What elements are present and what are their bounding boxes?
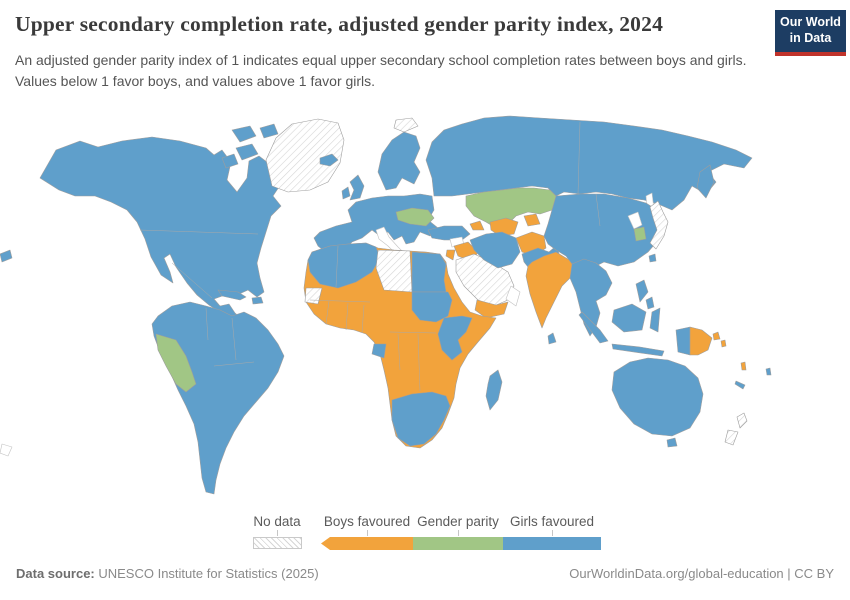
region-vanuatu[interactable] [740, 361, 747, 371]
legend-segment-girls-favoured[interactable] [503, 537, 601, 550]
region-scandinavia[interactable] [377, 131, 421, 191]
region-papua-new-guinea[interactable] [689, 326, 713, 356]
region-western-sahara[interactable] [304, 287, 323, 305]
region-sudan[interactable] [411, 291, 453, 323]
region-kamchatka[interactable] [696, 164, 715, 199]
region-jordan[interactable] [445, 249, 456, 261]
world-map[interactable] [0, 110, 850, 512]
legend-no-data-swatch[interactable] [253, 537, 302, 549]
region-china-mongolia[interactable] [543, 193, 667, 269]
region-maghreb[interactable] [307, 242, 381, 289]
region-philippines-south[interactable] [645, 296, 655, 310]
region-new-zealand-north[interactable] [736, 412, 748, 429]
region-sulawesi[interactable] [649, 307, 661, 333]
region-egypt[interactable] [411, 251, 447, 293]
legend-tick-parity [458, 530, 459, 536]
region-solomon-islands-2[interactable] [720, 339, 727, 348]
region-ethiopia-kenya[interactable] [437, 315, 473, 361]
country-borders [139, 121, 601, 392]
region-hungary-romania[interactable] [395, 207, 435, 227]
region-turkey[interactable] [427, 225, 471, 241]
region-solomon-islands-1[interactable] [712, 331, 721, 341]
owid-link[interactable]: OurWorldinData.org/global-education | CC… [569, 566, 834, 581]
region-north-america[interactable] [39, 136, 282, 338]
data-source-note: Data source: UNESCO Institute for Statis… [16, 566, 319, 581]
region-libya[interactable] [375, 249, 413, 293]
region-new-caledonia[interactable] [734, 380, 746, 390]
region-turkmenistan[interactable] [489, 217, 519, 237]
legend-tick-boys [367, 530, 368, 536]
region-cuba[interactable] [217, 289, 247, 301]
region-united-kingdom[interactable] [349, 174, 365, 201]
region-svalbard[interactable] [393, 117, 419, 133]
region-borneo[interactable] [611, 303, 647, 333]
region-arctic-island-1[interactable] [231, 125, 257, 143]
region-russia[interactable] [425, 115, 753, 211]
region-australia[interactable] [611, 357, 704, 437]
data-source-text: UNESCO Institute for Statistics (2025) [94, 566, 319, 581]
region-philippines-north[interactable] [635, 279, 649, 303]
region-arctic-island-3[interactable] [235, 143, 259, 161]
legend-tick-girls [552, 530, 553, 536]
region-gabon[interactable] [371, 343, 387, 359]
region-arctic-island-4[interactable] [221, 153, 239, 169]
region-south-america[interactable] [151, 301, 285, 495]
region-arctic-island-2[interactable] [259, 123, 279, 139]
owid-logo[interactable]: Our World in Data [775, 10, 846, 56]
region-azerbaijan[interactable] [469, 220, 485, 231]
region-iceland[interactable] [319, 153, 339, 167]
region-yemen[interactable] [474, 299, 509, 319]
data-source-label: Data source: [16, 566, 95, 581]
owid-logo-line1: Our World [780, 15, 841, 30]
owid-logo-box: Our World in Data [775, 10, 846, 52]
region-hispaniola[interactable] [251, 296, 264, 305]
region-ireland[interactable] [341, 186, 351, 200]
legend-color-bar [321, 537, 601, 550]
owid-logo-line2: in Data [789, 31, 832, 45]
region-peru[interactable] [155, 333, 197, 393]
owid-logo-accent [775, 52, 846, 56]
region-tajikistan[interactable] [523, 213, 541, 227]
page-title: Upper secondary completion rate, adjuste… [15, 12, 664, 36]
region-south-korea[interactable] [633, 226, 647, 242]
region-west-new-guinea[interactable] [675, 326, 691, 356]
region-north-korea[interactable] [627, 211, 643, 230]
region-kazakhstan-uzbekistan[interactable] [465, 187, 559, 229]
region-tasmania[interactable] [666, 437, 678, 448]
legend-tick-nodata [277, 530, 278, 536]
region-greenland[interactable] [265, 118, 345, 193]
region-japan[interactable] [649, 200, 669, 250]
region-sri-lanka[interactable] [547, 332, 557, 345]
region-oman[interactable] [505, 285, 521, 307]
region-southern-africa[interactable] [391, 391, 451, 447]
region-edge-fragment-southwest [0, 443, 13, 457]
region-sumatra[interactable] [578, 311, 609, 344]
region-iran[interactable] [469, 231, 521, 269]
region-new-zealand-south[interactable] [724, 429, 739, 446]
region-taiwan[interactable] [648, 253, 657, 263]
region-fiji[interactable] [765, 367, 772, 376]
region-southeast-asia[interactable] [569, 258, 613, 337]
region-java[interactable] [611, 343, 665, 357]
legend-no-data-label: No data [253, 514, 301, 529]
legend-segment-gender-parity[interactable] [413, 537, 503, 550]
region-madagascar[interactable] [485, 369, 503, 411]
region-edge-fragment-west [0, 249, 13, 263]
legend-label-boys: Boys favoured [323, 514, 411, 529]
legend-segment-boys-favoured[interactable] [321, 537, 413, 550]
chart-subtitle: An adjusted gender parity index of 1 ind… [15, 52, 747, 89]
legend-label-girls: Girls favoured [509, 514, 595, 529]
legend-label-parity: Gender parity [417, 514, 499, 529]
region-india[interactable] [525, 251, 577, 329]
